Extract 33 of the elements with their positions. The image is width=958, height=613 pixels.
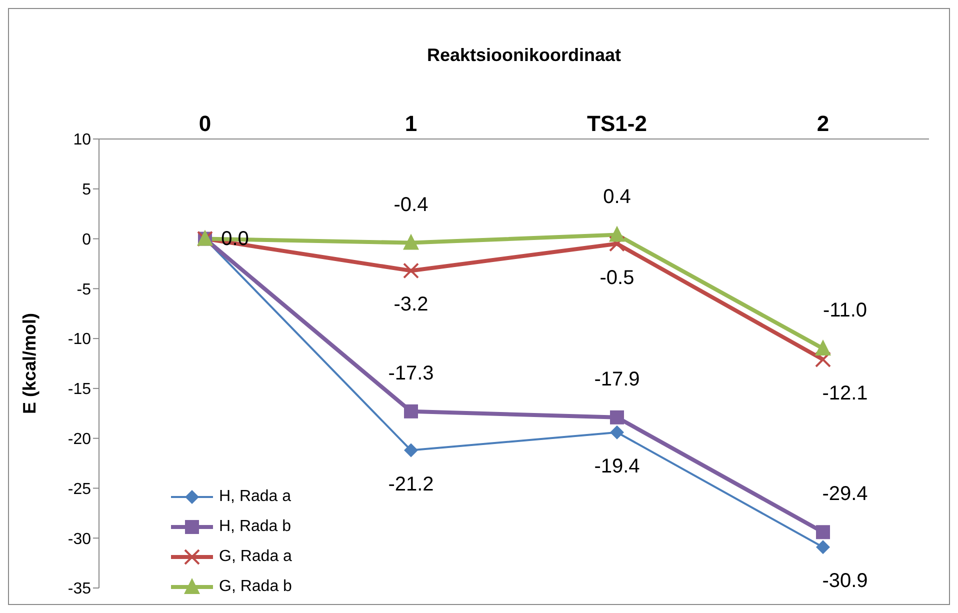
legend-label: H, Rada a — [219, 487, 292, 507]
x-tick-label: 1 — [404, 111, 418, 136]
legend-label: H, Rada b — [219, 517, 292, 537]
y-tick-label: -5 — [76, 281, 92, 298]
y-tick-label: 10 — [73, 132, 92, 149]
data-label: -17.9 — [594, 368, 640, 390]
data-label: -21.2 — [388, 473, 434, 496]
y-tick-label: -30 — [68, 530, 92, 548]
x-axis-title: Reaktsioonikoordinaat — [426, 45, 622, 66]
y-tick-label: -15 — [68, 381, 92, 398]
y-tick-label: 5 — [82, 182, 92, 199]
x-tick-label: TS1-2 — [587, 111, 647, 136]
x-tick-label: 0 — [198, 111, 212, 136]
data-label: -0.5 — [600, 266, 634, 289]
data-label: 0.4 — [603, 186, 631, 208]
y-tick-label: -10 — [68, 331, 92, 348]
data-label: 0.0 — [221, 228, 249, 250]
y-tick-label: -25 — [68, 480, 92, 498]
data-label: -30.9 — [822, 570, 868, 592]
y-tick-label: -35 — [68, 580, 92, 598]
data-label: -19.4 — [594, 455, 640, 478]
data-label: -17.3 — [388, 362, 434, 384]
y-tick-label: -20 — [68, 431, 92, 448]
data-label: -29.4 — [822, 483, 868, 506]
legend-label: G, Rada a — [219, 547, 292, 567]
data-label: -12.1 — [822, 382, 868, 405]
y-axis-title: E (kcal/mol) — [19, 312, 40, 414]
y-tick-label: 0 — [82, 231, 92, 248]
data-label: -0.4 — [394, 194, 428, 216]
data-label: -3.2 — [394, 294, 428, 316]
data-label: -11.0 — [822, 300, 868, 322]
legend-label: G, Rada b — [219, 577, 292, 597]
x-tick-label: 2 — [816, 111, 830, 136]
